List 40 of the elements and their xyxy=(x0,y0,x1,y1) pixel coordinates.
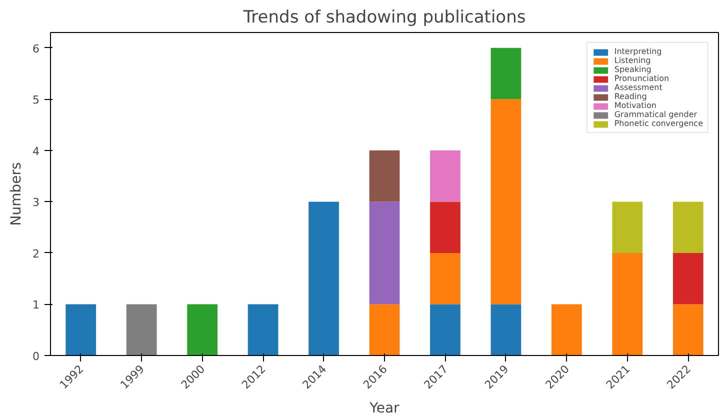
bar xyxy=(612,252,643,356)
bar xyxy=(369,304,400,356)
y-tick-label: 1 xyxy=(32,298,40,312)
bar xyxy=(490,304,522,356)
bar xyxy=(552,304,582,356)
bar xyxy=(126,304,157,356)
bar xyxy=(430,252,460,304)
y-tick-label: 0 xyxy=(32,350,40,363)
y-tick-label: 5 xyxy=(32,94,40,107)
bar xyxy=(187,304,218,356)
chart-title: Trends of shadowing publications xyxy=(242,8,526,28)
bar xyxy=(612,202,643,253)
bar xyxy=(66,304,96,356)
bar xyxy=(672,202,704,253)
legend-label: Reading xyxy=(614,92,647,101)
y-tick-label: 2 xyxy=(32,247,40,260)
bar xyxy=(248,304,278,356)
bar xyxy=(430,202,460,253)
bar xyxy=(430,304,460,356)
legend-label: Interpreting xyxy=(614,47,662,56)
bar xyxy=(308,202,339,356)
legend-label: Grammatical gender xyxy=(614,110,698,119)
legend-label: Motivation xyxy=(614,101,656,110)
bar xyxy=(490,48,522,100)
y-axis-title: Numbers xyxy=(8,162,24,226)
bar xyxy=(430,150,460,202)
y-tick-label: 3 xyxy=(32,196,40,210)
legend-label: Assessment xyxy=(614,83,662,92)
legend-label: Phonetic convergence xyxy=(614,119,703,128)
bar xyxy=(672,304,704,356)
legend-label: Listening xyxy=(614,56,651,65)
y-tick-label: 4 xyxy=(32,144,40,158)
bar xyxy=(369,150,400,202)
legend-label: Pronunciation xyxy=(614,74,670,83)
legend-label: Speaking xyxy=(614,65,652,74)
bar xyxy=(369,202,400,304)
x-axis-title: Year xyxy=(368,400,400,417)
bar xyxy=(490,99,522,304)
y-tick-label: 6 xyxy=(32,42,40,56)
bar xyxy=(672,252,704,304)
